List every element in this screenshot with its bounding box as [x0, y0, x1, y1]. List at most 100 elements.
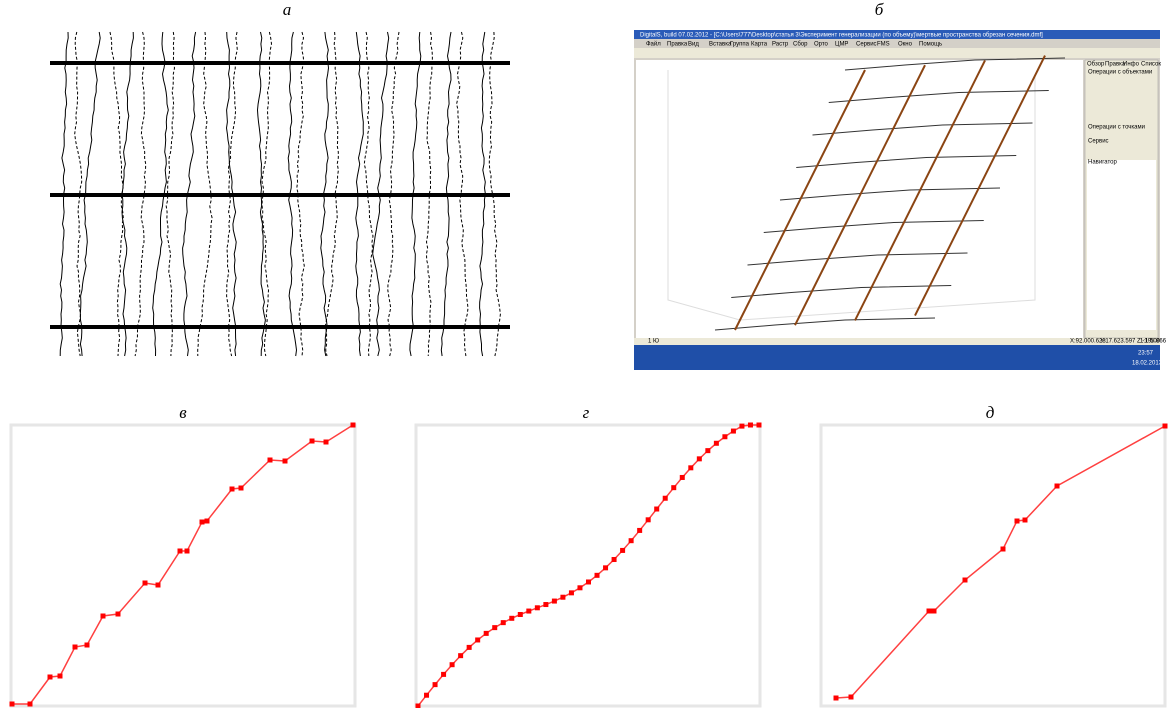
- vertex: [492, 625, 497, 630]
- vertex: [637, 528, 642, 533]
- menu-item: ЦМР: [835, 42, 848, 48]
- menu-item: Группа: [730, 42, 750, 48]
- vertex: [595, 573, 600, 578]
- panel-label: а: [283, 0, 292, 19]
- menu-item: Сервис: [856, 42, 877, 48]
- vertex: [526, 609, 531, 614]
- panel-label: г: [583, 403, 590, 422]
- vertex: [230, 487, 235, 492]
- menu-item: Вставка: [709, 42, 732, 48]
- section-title: Сервис: [1088, 139, 1109, 145]
- vertex: [433, 682, 438, 687]
- vertex: [1163, 424, 1168, 429]
- vertex: [143, 581, 148, 586]
- menu-item: Сбор: [793, 42, 808, 48]
- vertex: [28, 702, 33, 707]
- menu-item: Карта: [751, 42, 768, 48]
- tab: Список: [1141, 62, 1161, 68]
- vertex: [849, 695, 854, 700]
- clock: 18.02.2013: [1132, 361, 1163, 367]
- menu-item: Правка: [667, 42, 688, 48]
- tab: Обзор: [1087, 62, 1105, 68]
- vertex: [963, 578, 968, 583]
- panel-label: д: [986, 403, 995, 422]
- vertex: [586, 579, 591, 584]
- vertex: [663, 496, 668, 501]
- vertex: [475, 637, 480, 642]
- vertex: [731, 429, 736, 434]
- vertex: [509, 616, 514, 621]
- vertex: [467, 645, 472, 650]
- vertex: [283, 459, 288, 464]
- contour-panel: [50, 32, 510, 356]
- vertex: [748, 423, 753, 428]
- vertex: [552, 599, 557, 604]
- 3d-view: [636, 60, 1083, 338]
- vertex: [205, 519, 210, 524]
- vertex: [178, 549, 183, 554]
- frame: [821, 425, 1165, 706]
- panel-label: в: [179, 403, 187, 422]
- vertex: [680, 475, 685, 480]
- vertex: [185, 549, 190, 554]
- menu-item: Файл: [646, 41, 661, 48]
- status: 1:1 500: [1140, 339, 1161, 345]
- vertex: [101, 614, 106, 619]
- clock: 23:57: [1138, 351, 1154, 357]
- menu-item: Помощь: [919, 42, 942, 48]
- vertex: [501, 620, 506, 625]
- vertex: [310, 439, 315, 444]
- status: 1 Ю: [648, 339, 659, 345]
- vertex: [458, 653, 463, 658]
- vertex: [834, 696, 839, 701]
- vertex: [85, 643, 90, 648]
- vertex: [543, 602, 548, 607]
- frame: [416, 425, 760, 706]
- plot: [416, 423, 762, 709]
- vertex: [518, 612, 523, 617]
- vertex: [560, 595, 565, 600]
- profile-line: [418, 425, 759, 706]
- vertex: [629, 538, 634, 543]
- panel-label: б: [875, 0, 884, 19]
- vertex: [239, 486, 244, 491]
- toolbar: [634, 48, 1160, 58]
- section-title: Операции с объектами: [1088, 70, 1152, 76]
- vertex: [1015, 519, 1020, 524]
- vertex: [200, 520, 205, 525]
- vertex: [697, 456, 702, 461]
- figure: а б в г д DigitalS, build 07.02.2012 - […: [0, 0, 1172, 708]
- vertex: [416, 704, 421, 709]
- vertex: [688, 465, 693, 470]
- vertex: [1023, 518, 1028, 523]
- vertex: [1055, 484, 1060, 489]
- vertex: [324, 440, 329, 445]
- section-title: Операции с точками: [1088, 125, 1145, 131]
- menu-item: Орто: [814, 42, 829, 48]
- vertex: [612, 557, 617, 562]
- window-title: DigitalS, build 07.02.2012 - [C:\Users\7…: [640, 33, 1043, 39]
- menu-item: Вид: [688, 42, 699, 48]
- vertex: [1001, 547, 1006, 552]
- menu-item: Окно: [898, 42, 913, 48]
- section-title: Навигатор: [1088, 160, 1117, 166]
- vertex: [268, 458, 273, 463]
- vertex: [424, 693, 429, 698]
- plot: [10, 423, 356, 707]
- vertex: [714, 441, 719, 446]
- profile-line: [836, 426, 1165, 698]
- menu-item: Растр: [772, 42, 789, 48]
- vertex: [757, 423, 762, 428]
- screenshot: DigitalS, build 07.02.2012 - [C:\Users\7…: [634, 30, 1167, 370]
- vertex: [58, 674, 63, 679]
- menu-item: FMS: [877, 42, 890, 48]
- vertex: [927, 609, 932, 614]
- vertex: [577, 585, 582, 590]
- tab: Инфо: [1123, 62, 1140, 68]
- vertex: [603, 565, 608, 570]
- vertex: [535, 605, 540, 610]
- vertex: [722, 434, 727, 439]
- vertex: [932, 609, 937, 614]
- vertex: [116, 612, 121, 617]
- vertex: [351, 423, 356, 428]
